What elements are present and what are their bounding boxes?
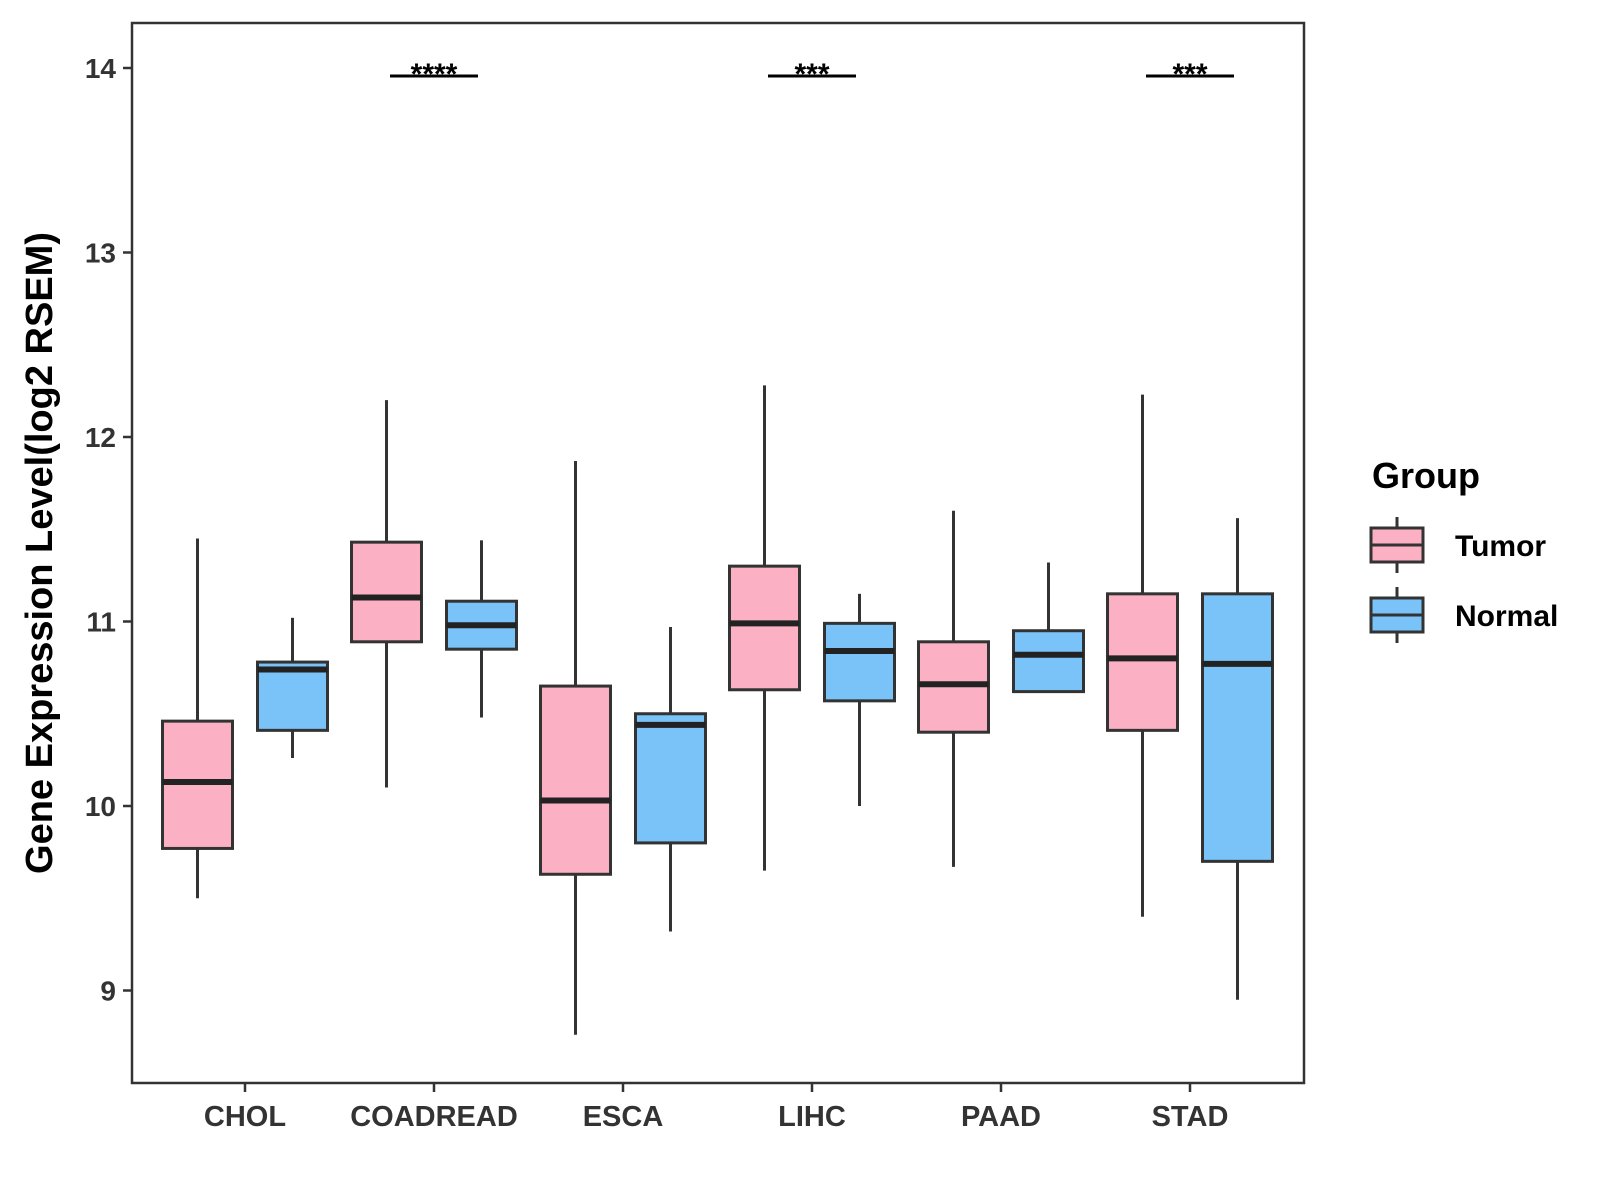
box-body xyxy=(1201,592,1274,863)
legend-entry-normal: Normal xyxy=(1369,587,1558,643)
box-normal-esca xyxy=(634,627,707,932)
box-normal-lihc xyxy=(823,593,896,806)
box-body xyxy=(634,712,707,845)
box-tumor-coadread xyxy=(350,400,423,788)
y-tick-label: 11 xyxy=(86,607,116,638)
y-tick-label: 12 xyxy=(85,422,116,453)
significance-label: *** xyxy=(794,58,829,91)
significance-label: *** xyxy=(1172,58,1207,91)
x-tick-label: ESCA xyxy=(583,1101,664,1133)
y-tick-label: 14 xyxy=(85,53,117,84)
y-tick-label: 13 xyxy=(85,238,116,269)
box-body xyxy=(350,540,423,644)
box-body xyxy=(1012,629,1085,694)
box-tumor-paad xyxy=(917,510,990,867)
x-axis: CHOL COADREAD ESCA LIHC PAAD STAD xyxy=(204,1083,1228,1133)
box-tumor-chol xyxy=(161,538,234,899)
legend-label-normal: Normal xyxy=(1455,600,1558,633)
significance-label: **** xyxy=(411,58,458,91)
box-normal-coadread xyxy=(445,540,518,718)
box-body xyxy=(256,660,329,732)
x-tick-label: PAAD xyxy=(961,1101,1041,1133)
box-body xyxy=(1106,592,1179,732)
y-axis-label: Gene Expression Level(log2 RSEM) xyxy=(19,232,61,874)
box-tumor-stad xyxy=(1106,394,1179,917)
x-tick-label: COADREAD xyxy=(350,1101,518,1133)
box-normal-chol xyxy=(256,617,329,759)
box-body xyxy=(823,621,896,703)
y-axis: 9 10 11 12 13 14 xyxy=(85,53,132,1007)
box-body xyxy=(539,684,612,876)
box-normal-paad xyxy=(1012,562,1085,694)
box-tumor-esca xyxy=(539,460,612,1035)
legend-label-tumor: Tumor xyxy=(1455,530,1546,563)
x-tick-label: STAD xyxy=(1152,1101,1229,1133)
plot-area: **** *** *** xyxy=(161,58,1274,1035)
legend-entry-tumor: Tumor xyxy=(1369,517,1546,573)
box-body xyxy=(728,564,801,692)
box-normal-stad xyxy=(1201,518,1274,1000)
legend-title: Group xyxy=(1372,455,1480,496)
y-tick-label: 10 xyxy=(85,791,116,822)
plot-border xyxy=(130,21,1306,1085)
y-tick-label: 9 xyxy=(100,976,116,1007)
box-tumor-lihc xyxy=(728,385,801,871)
x-tick-label: CHOL xyxy=(204,1101,286,1133)
legend: Group Tumor Normal xyxy=(1369,455,1558,643)
x-tick-label: LIHC xyxy=(778,1101,846,1133)
